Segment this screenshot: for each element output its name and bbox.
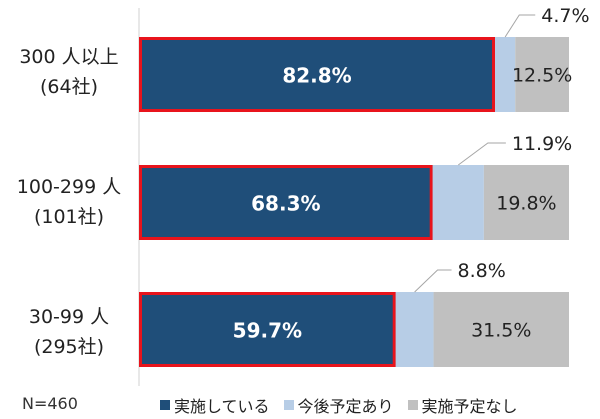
legend-label: 実施している [174, 397, 270, 416]
bar-implemented [139, 165, 433, 240]
category-line2: (64社) [39, 76, 98, 98]
legend-label: 今後予定あり [297, 397, 394, 416]
bar-implemented [139, 37, 496, 112]
data-label-implemented: 82.8% [282, 64, 351, 88]
data-label-implemented: 59.7% [233, 319, 302, 343]
legend: 実施している 今後予定あり 実施予定なし [160, 393, 518, 417]
data-label-not-planned: 12.5% [512, 65, 572, 87]
legend-item-not-planned: 実施予定なし [407, 393, 518, 417]
bar-not-planned [515, 37, 569, 112]
bar-planned [495, 37, 516, 112]
data-label-implemented: 68.3% [251, 192, 320, 216]
category-label-300plus: 300 人以上 (64社) [0, 42, 138, 102]
legend-swatch [283, 400, 294, 410]
bars-group: 82.8% 4.7% 12.5% 68.3% 11.9% 19.8% 59.7% 8.8% 31… [139, 5, 590, 367]
legend-item-planned: 今後予定あり [283, 393, 394, 417]
legend-swatch [160, 400, 170, 410]
category-line2: (295社) [33, 336, 105, 358]
data-label-planned: 8.8% [458, 260, 506, 282]
category-label-100-299: 100-299 人 (101社) [0, 172, 138, 232]
callout-line [504, 14, 536, 38]
category-line1: 100-299 人 [16, 176, 122, 198]
category-label-30-99: 30-99 人 (295社) [0, 302, 138, 362]
bar-planned [432, 165, 484, 240]
sample-size-label: N=460 [22, 394, 78, 413]
bar-highlight-outline [139, 37, 496, 112]
bar-not-planned [433, 292, 569, 367]
bar-highlight-outline [139, 292, 396, 367]
bar-planned [395, 292, 434, 367]
data-label-planned: 11.9% [512, 133, 572, 155]
category-line1: 30-99 人 [28, 306, 110, 328]
callout-line [414, 269, 452, 293]
legend-swatch [407, 400, 418, 410]
data-label-not-planned: 31.5% [471, 320, 531, 342]
bar-not-planned [483, 165, 569, 240]
category-line1: 300 人以上 [19, 46, 119, 68]
legend-item-implemented: 実施している [160, 393, 270, 417]
data-label-not-planned: 19.8% [496, 193, 556, 215]
bar-highlight-outline [139, 165, 433, 240]
legend-label: 実施予定なし [421, 397, 518, 416]
data-label-planned: 4.7% [541, 5, 589, 27]
bar-implemented [139, 292, 396, 367]
callout-line [457, 142, 506, 166]
category-line2: (101社) [33, 206, 105, 228]
